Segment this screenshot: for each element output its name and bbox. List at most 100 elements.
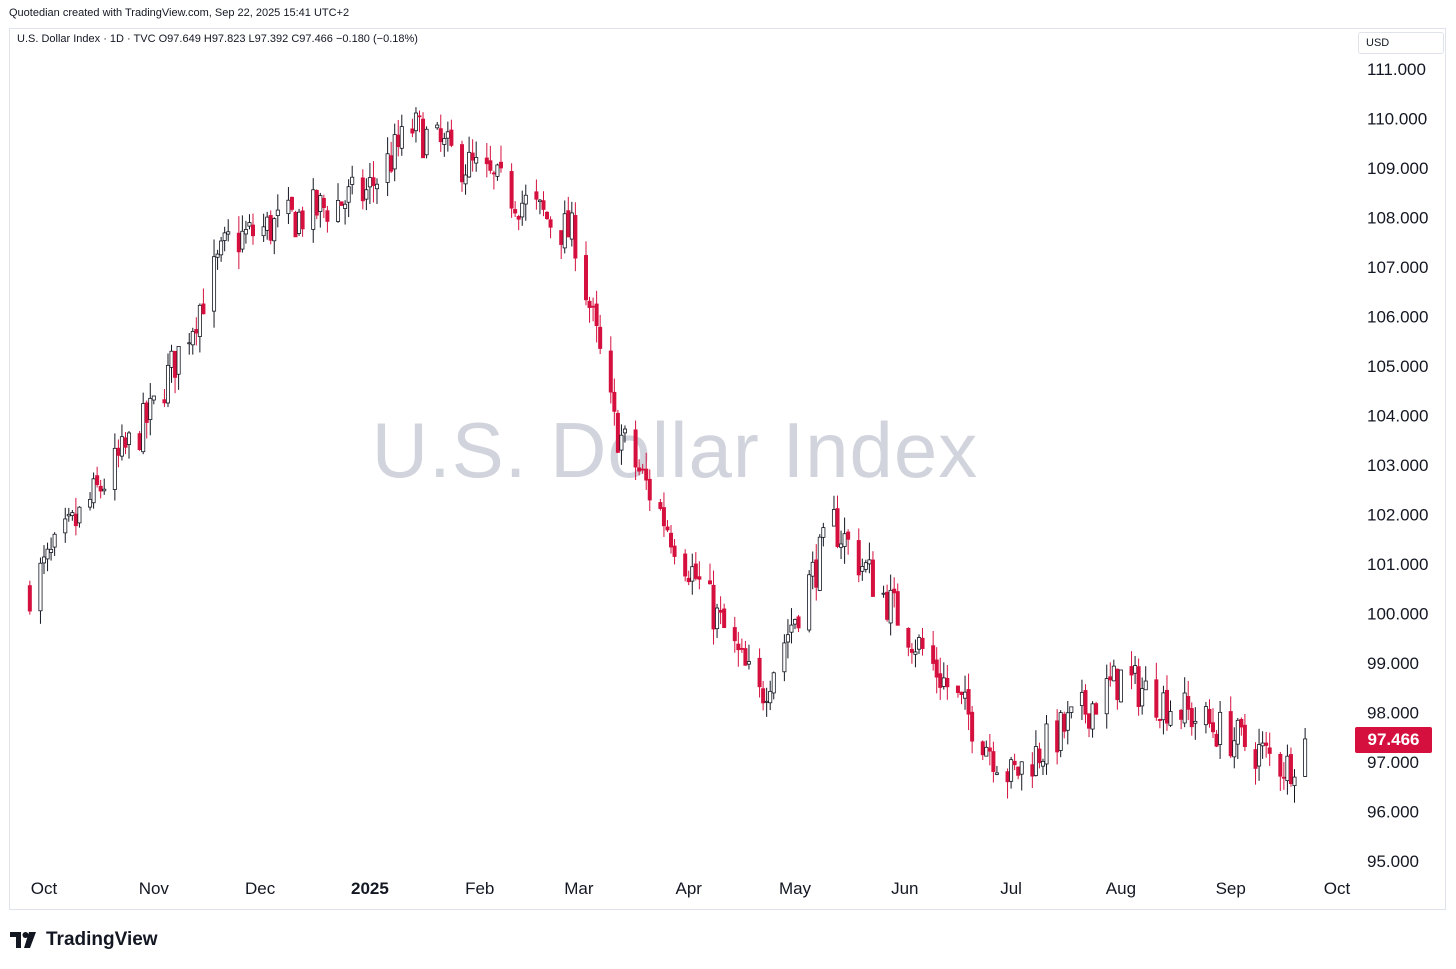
- candle-body: [537, 199, 542, 203]
- candle-body: [888, 589, 893, 624]
- candle-body: [647, 478, 652, 501]
- y-tick-label: 95.000: [1367, 852, 1419, 871]
- candle-body: [1157, 718, 1162, 721]
- candle-body: [1094, 703, 1099, 715]
- candle-body: [1030, 764, 1035, 777]
- candle-body: [1133, 665, 1138, 674]
- candle-body: [955, 685, 960, 693]
- candle-body: [661, 507, 666, 527]
- candle-body: [1062, 713, 1067, 732]
- tradingview-brand[interactable]: TradingView: [10, 929, 158, 951]
- candle-body: [1118, 669, 1123, 703]
- candle-body: [212, 256, 217, 312]
- candle-body: [640, 468, 645, 471]
- candle-body: [1012, 760, 1017, 766]
- candle-body: [615, 412, 620, 453]
- candle-body: [1281, 776, 1286, 779]
- candle-body: [73, 513, 78, 527]
- candle-body: [197, 304, 202, 337]
- candle-body: [339, 201, 344, 206]
- candle-body: [1292, 776, 1297, 787]
- candle-body: [718, 609, 723, 613]
- candle-body: [916, 637, 921, 650]
- y-tick-label: 104.000: [1367, 407, 1428, 426]
- candle-body: [573, 214, 578, 259]
- candle-body: [785, 634, 790, 643]
- candle-body: [343, 203, 348, 209]
- candle-body: [739, 647, 744, 650]
- candle-body: [909, 648, 914, 653]
- candle-body: [1214, 733, 1219, 747]
- candle-body: [219, 240, 224, 256]
- candle-body: [1111, 665, 1116, 682]
- candle-body: [980, 741, 985, 756]
- symbol-watermark: U.S. Dollar Index: [371, 406, 979, 494]
- candle-body: [672, 545, 677, 557]
- candle-body: [102, 488, 107, 492]
- y-tick-label: 98.000: [1367, 704, 1419, 723]
- candle-body: [658, 502, 663, 509]
- candle-body: [127, 432, 132, 445]
- candle-body: [226, 231, 231, 235]
- candle-body: [1232, 740, 1237, 758]
- x-tick-label: 2025: [351, 879, 389, 898]
- candle-body: [151, 395, 156, 401]
- candle-body: [814, 559, 819, 588]
- candle-body: [789, 624, 794, 633]
- candle-body: [1278, 754, 1283, 777]
- candle-body: [966, 689, 971, 715]
- candle-body: [1033, 746, 1038, 776]
- candle-body: [598, 326, 603, 349]
- symbol-legend[interactable]: U.S. Dollar Index · 1D · TVC O97.649 H97…: [17, 33, 418, 45]
- candle-body: [516, 216, 521, 220]
- candle-body: [272, 218, 277, 242]
- candle-body: [470, 152, 475, 161]
- y-tick-label: 109.000: [1367, 159, 1428, 178]
- candle-body: [963, 691, 968, 699]
- y-tick-label: 100.000: [1367, 605, 1428, 624]
- candle-body: [839, 543, 844, 548]
- candle-body: [1303, 738, 1308, 777]
- candle-body: [350, 176, 355, 185]
- y-tick-label: 106.000: [1367, 308, 1428, 327]
- candles-layer: [27, 107, 1308, 803]
- candle-body: [761, 688, 766, 704]
- candle-body: [959, 691, 964, 695]
- candle-body: [732, 627, 737, 642]
- candle-body: [460, 144, 465, 183]
- candle-body: [1044, 723, 1049, 765]
- candle-body: [27, 585, 32, 612]
- candle-body: [88, 499, 93, 508]
- candle-body: [243, 229, 248, 235]
- candle-body: [690, 566, 695, 582]
- candle-body: [449, 129, 454, 146]
- candle-body: [70, 512, 75, 516]
- candle-body: [970, 711, 975, 742]
- candle-body: [892, 588, 897, 594]
- candle-body: [669, 532, 674, 548]
- candle-body: [693, 563, 698, 579]
- candle-body: [1211, 722, 1216, 733]
- candle-body: [523, 194, 528, 205]
- candle-body: [1040, 760, 1045, 767]
- candle-body: [467, 151, 472, 178]
- candle-body: [484, 157, 489, 165]
- candle-body: [591, 305, 596, 308]
- candle-body: [389, 155, 394, 172]
- candle-body: [509, 171, 514, 209]
- candle-body: [612, 391, 617, 412]
- candle-body: [534, 191, 539, 200]
- candle-body: [895, 591, 900, 626]
- candle-body: [1218, 711, 1223, 745]
- candle-body: [1260, 742, 1265, 747]
- x-tick-label: Jun: [891, 879, 918, 898]
- currency-selector[interactable]: USD: [1358, 32, 1444, 54]
- chart-frame[interactable]: [9, 28, 1446, 910]
- candle-body: [810, 561, 815, 577]
- candle-body: [1186, 696, 1191, 710]
- candle-body: [364, 189, 369, 200]
- candle-body: [559, 230, 564, 245]
- candle-body: [66, 513, 71, 517]
- candle-body: [545, 211, 550, 220]
